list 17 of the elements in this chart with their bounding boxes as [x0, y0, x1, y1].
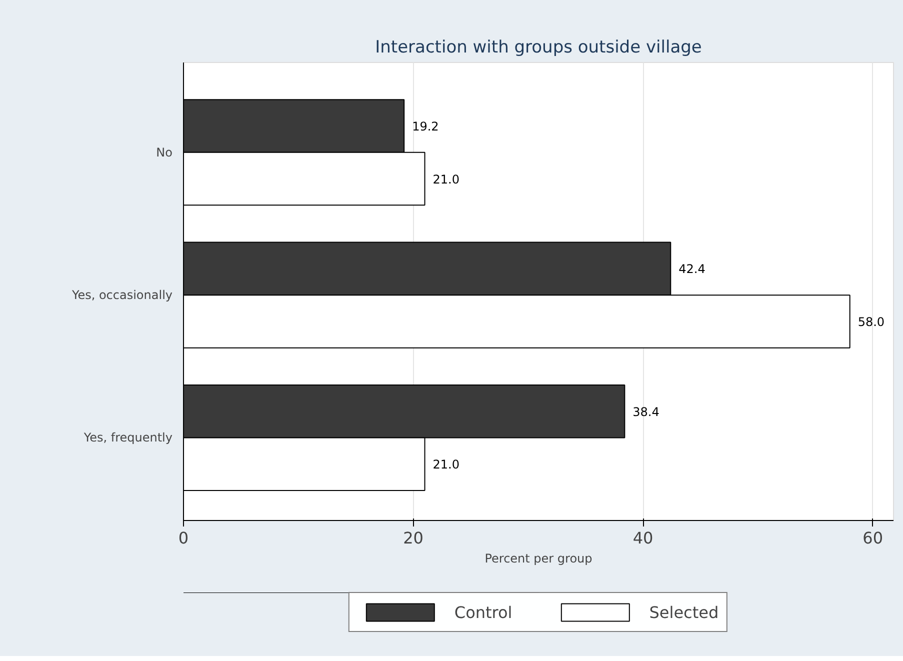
data-label: 58.0: [858, 314, 885, 329]
y-tick-label: Yes, occasionally: [70, 288, 172, 302]
data-label: 21.0: [432, 172, 460, 186]
data-label: 38.4: [632, 404, 660, 419]
legend-label: Control: [454, 602, 512, 622]
data-label: 21.0: [432, 458, 460, 472]
x-axis-title: Percent per group: [484, 552, 592, 566]
x-tick-label: 40: [632, 528, 654, 548]
x-tick-label: 20: [403, 528, 424, 548]
data-label: 42.4: [678, 262, 706, 276]
y-tick-label: Yes, frequently: [82, 430, 173, 445]
y-tick-label: No: [156, 145, 173, 160]
legend-label: Selected: [649, 602, 719, 622]
x-tick-label: 60: [862, 528, 883, 548]
chart-title: Interaction with groups outside village: [375, 38, 702, 58]
data-label: 19.2: [412, 119, 439, 134]
x-tick-label: 0: [178, 528, 189, 548]
